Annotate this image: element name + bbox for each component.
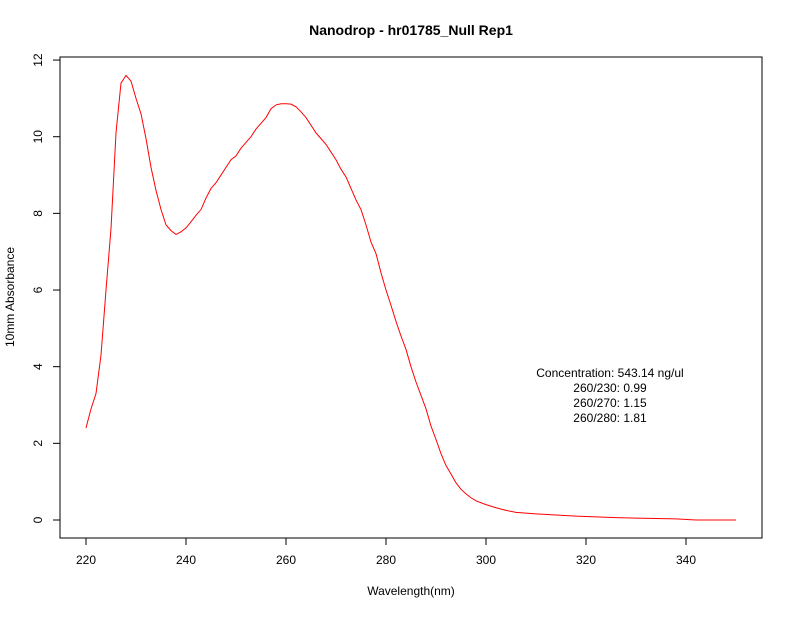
x-tick-label: 320 [576, 553, 596, 567]
y-axis-label: 10mm Absorbance [3, 247, 17, 347]
x-tick-label: 240 [176, 553, 196, 567]
y-tick-label: 0 [31, 516, 45, 523]
annotation: 260/270: 1.15 [573, 396, 647, 410]
y-tick-label: 10 [31, 130, 45, 144]
plot-frame [59, 56, 763, 539]
y-tick-label: 2 [31, 440, 45, 447]
data-line [85, 74, 736, 521]
y-tick-label: 6 [31, 286, 45, 293]
x-tick-label: 340 [676, 553, 696, 567]
x-tick-label: 280 [376, 553, 396, 567]
annotation: 260/280: 1.81 [573, 411, 647, 425]
chart-title: Nanodrop - hr01785_Null Rep1 [309, 22, 513, 38]
x-tick-label: 220 [76, 553, 96, 567]
x-tick-label: 300 [476, 553, 496, 567]
y-tick-label: 8 [31, 210, 45, 217]
x-tick-label: 260 [276, 553, 296, 567]
annotation: 260/230: 0.99 [573, 381, 647, 395]
y-tick-label: 12 [31, 53, 45, 67]
annotation: Concentration: 543.14 ng/ul [536, 366, 683, 380]
x-axis-label: Wavelength(nm) [367, 584, 455, 598]
y-tick-label: 4 [31, 363, 45, 370]
